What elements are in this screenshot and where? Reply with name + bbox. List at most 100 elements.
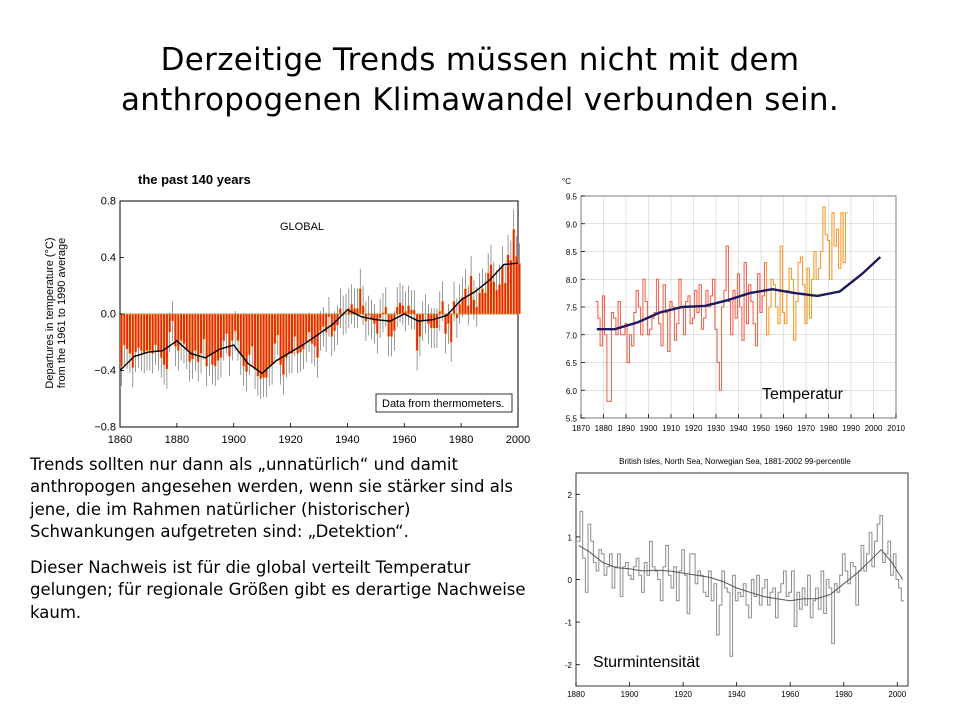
chart1-bar: [196, 313, 200, 363]
chart1-bar: [296, 313, 299, 354]
chart3-plot-area: [575, 472, 909, 687]
c2-xtick-label: 1920: [685, 424, 703, 433]
chart1-bar: [282, 313, 285, 375]
chart1-bar: [188, 313, 191, 363]
c2-xtick-label: 2000: [865, 424, 883, 433]
chart1-bar: [438, 311, 442, 315]
chart1-bar: [211, 313, 214, 366]
chart1-bar: [267, 313, 271, 367]
c3-xtick-label: 1900: [621, 690, 639, 699]
c3-ytick-label: 2: [568, 491, 573, 500]
c1-xtick-label: 1860: [108, 434, 132, 446]
chart1-bar: [475, 306, 479, 315]
chart1-bar: [185, 313, 189, 350]
chart1-bar: [182, 313, 186, 344]
chart1-bar: [441, 301, 444, 315]
chart1-bar: [393, 313, 396, 332]
chart1-bar: [415, 313, 419, 351]
chart1-bar: [287, 313, 291, 354]
chart1-bar: [324, 313, 328, 333]
c2-ytick-label: 9.0: [566, 220, 578, 229]
chart1-bar: [222, 313, 226, 342]
chart1-bar: [228, 313, 231, 357]
panel-label-temperatur: Temperatur: [762, 386, 843, 403]
chart1-bar: [412, 309, 416, 315]
chart1-bar: [270, 313, 274, 366]
chart1-bar: [128, 313, 132, 354]
chart1-bar: [171, 313, 174, 322]
c2-xtick-label: 1930: [707, 424, 725, 433]
chart1-bar: [418, 313, 422, 337]
paragraph-evidence: Dieser Nachweis ist für die global verte…: [30, 558, 526, 622]
chart1-bar: [370, 313, 373, 320]
c2-xtick-label: 1980: [820, 424, 838, 433]
c2-xtick-label: 1990: [842, 424, 860, 433]
chart1-bar: [145, 313, 149, 351]
chart1-bar: [358, 288, 362, 315]
body-text: Trends sollten nur dann als „unnatürlich…: [30, 454, 535, 638]
c2-xtick-label: 1900: [640, 424, 658, 433]
chart1-bar: [339, 308, 342, 315]
c3-xtick-label: 1940: [728, 690, 746, 699]
c1-ytick-label: −0.4: [94, 365, 116, 377]
chart1-bar: [165, 313, 169, 370]
c1-ytick-label: 0.8: [101, 196, 116, 208]
chart1-bar: [233, 313, 237, 332]
chart1-bar: [242, 313, 245, 367]
c2-ytick-label: 9.5: [566, 193, 578, 202]
c1-xtick-label: 1920: [278, 434, 302, 446]
chart1-bar: [461, 296, 464, 315]
chart1-bar: [350, 303, 354, 315]
c2-xtick-label: 1880: [595, 424, 613, 433]
chart1-bar: [466, 305, 470, 315]
chart1-bar: [239, 313, 243, 356]
chart1-bar: [427, 313, 430, 325]
c2-xtick-label: 1950: [752, 424, 770, 433]
chart2-ylabel: °C: [562, 177, 571, 186]
chart1-bar: [310, 313, 314, 344]
chart1-title: the past 140 years: [138, 172, 251, 187]
chart1-bar: [279, 313, 282, 366]
chart1-smooth-line: [119, 262, 519, 375]
chart1-bar: [284, 313, 288, 358]
chart1-bar: [407, 305, 410, 315]
paragraph-detection: Trends sollten nur dann als „unnatürlich…: [30, 455, 514, 541]
chart1-bar: [142, 313, 146, 354]
chart1-bar: [250, 313, 254, 347]
chart1-bar: [518, 262, 521, 315]
c2-xtick-label: 1870: [572, 424, 590, 433]
chart1-bar: [208, 313, 211, 357]
chart1-bar: [424, 313, 427, 315]
c3-ytick-label: 1: [568, 533, 573, 542]
chart1-bar: [179, 313, 183, 342]
chart1-bar: [321, 313, 325, 327]
chart2-smooth-line: [596, 256, 882, 331]
chart1-bar: [225, 313, 228, 334]
chart1-bar: [429, 313, 433, 329]
chart1-bar: [492, 281, 496, 315]
chart1-bar: [245, 313, 248, 373]
chart1-bar: [489, 264, 493, 315]
chart1-bar: [265, 313, 268, 378]
c2-ytick-label: 6.0: [566, 387, 578, 396]
c3-xtick-label: 1880: [567, 690, 585, 699]
slide-title-line1: Derzeitige Trends müssen nicht mit dem: [160, 42, 800, 78]
chart1-bar: [157, 313, 160, 351]
chart1-bar: [290, 313, 294, 354]
chart1-bar: [327, 313, 331, 317]
chart1-bar: [253, 313, 257, 370]
chart1-bar: [302, 313, 305, 350]
chart1-bar: [216, 313, 220, 361]
chart1-bar: [498, 284, 501, 315]
chart1-bar: [381, 312, 385, 315]
chart1-bar: [384, 306, 388, 315]
chart1-bar: [464, 288, 467, 315]
chart2-annual-line-late: [764, 206, 848, 341]
chart1-bar: [304, 313, 308, 343]
c1-xtick-label: 2000: [506, 434, 530, 446]
chart1-bar: [483, 292, 487, 315]
c3-xtick-label: 2000: [888, 690, 906, 699]
chart1-bar: [344, 313, 348, 315]
chart1-annotation-box: [375, 393, 513, 413]
c2-ytick-label: 5.5: [566, 415, 578, 424]
